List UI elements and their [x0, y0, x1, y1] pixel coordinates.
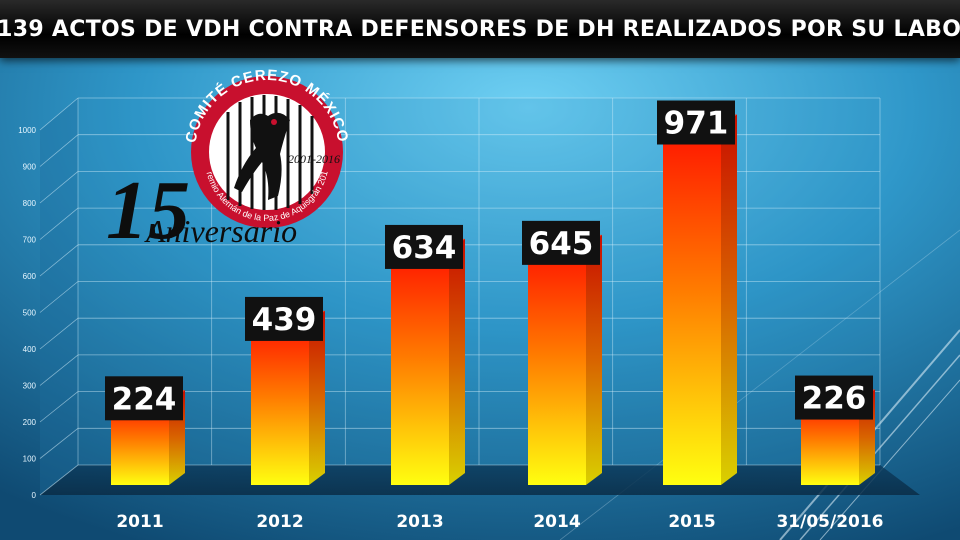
x-tick-label: 2013 — [396, 512, 443, 532]
title-bar: 3139 ACTOS DE VDH CONTRA DEFENSORES DE D… — [0, 0, 960, 58]
bar-31/05/2016: 226 — [795, 375, 875, 485]
x-tick-label: 2011 — [116, 512, 163, 532]
gridline-side — [39, 97, 79, 131]
bar-2014: 645 — [522, 220, 602, 485]
bar-2013: 634 — [385, 224, 465, 485]
bar-front — [663, 126, 721, 485]
y-tick-label: 600 — [23, 272, 37, 281]
gridline-side — [39, 207, 79, 240]
x-tick-label: 2012 — [256, 512, 303, 532]
value-label: 634 — [392, 230, 457, 266]
cherry-icon — [271, 119, 277, 125]
y-tick-label: 900 — [23, 163, 37, 172]
logo-years-text: 2001-2016 — [288, 152, 340, 166]
figure-silhouette-icon — [234, 112, 290, 200]
x-tick-label: 2015 — [668, 512, 715, 532]
value-label-box — [795, 375, 873, 420]
value-label: 645 — [529, 226, 594, 262]
bar-2011: 224 — [105, 376, 185, 485]
gridline-side — [39, 464, 79, 496]
bar-front — [528, 246, 586, 485]
chart-title: 3139 ACTOS DE VDH CONTRA DEFENSORES DE D… — [0, 16, 960, 42]
y-tick-label: 500 — [23, 309, 37, 318]
x-tick-label: 2014 — [533, 512, 580, 532]
value-label-box — [657, 100, 735, 145]
x-tick-label: 31/05/2016 — [776, 512, 883, 532]
gridline-side — [39, 317, 79, 350]
bar-side — [309, 310, 325, 485]
gridline-side — [39, 354, 79, 386]
bar-side — [449, 238, 465, 485]
comite-cerezo-logo: COMITÉ CEREZO MÉXICO Premio Alemán de la… — [100, 60, 350, 257]
gridline-side — [39, 134, 79, 167]
y-tick-label: 400 — [23, 345, 37, 354]
y-tick-label: 200 — [23, 418, 37, 427]
value-label-box — [385, 224, 463, 269]
gridline-side — [39, 171, 79, 204]
x-axis-labels: 2011 2012 2013 2014 2015 31/05/2016 — [116, 512, 883, 532]
value-label: 971 — [664, 106, 729, 142]
value-label-box — [245, 296, 323, 341]
y-tick-label: 0 — [32, 491, 37, 500]
y-tick-label: 100 — [23, 455, 37, 464]
gridline-side — [39, 281, 79, 313]
logo-anniversary-word: Aniversario — [144, 213, 297, 249]
bar-front — [251, 322, 309, 485]
value-label-box — [105, 376, 183, 421]
gridline-side — [39, 427, 79, 459]
value-label-box — [522, 220, 600, 265]
bar-side — [586, 234, 602, 485]
gridline-side — [39, 391, 79, 423]
bar-2015: 971 — [657, 100, 737, 485]
gridline-side — [39, 244, 79, 277]
value-label: 226 — [802, 381, 867, 417]
y-tick-label: 700 — [23, 236, 37, 245]
logo-anniversary-number: 15 — [106, 164, 190, 257]
bar-side — [721, 114, 737, 485]
y-axis-ticks: 0 100 200 300 400 500 600 700 800 900 1000 — [18, 126, 36, 500]
y-tick-label: 1000 — [18, 126, 36, 135]
gridlines — [39, 97, 881, 496]
value-label: 439 — [252, 302, 317, 338]
bars: 224 439 634 645 971 226 — [105, 100, 875, 485]
y-tick-label: 300 — [23, 382, 37, 391]
bar-2012: 439 — [245, 296, 325, 485]
y-tick-label: 800 — [23, 199, 37, 208]
value-label: 224 — [112, 381, 177, 417]
bar-front — [391, 250, 449, 485]
